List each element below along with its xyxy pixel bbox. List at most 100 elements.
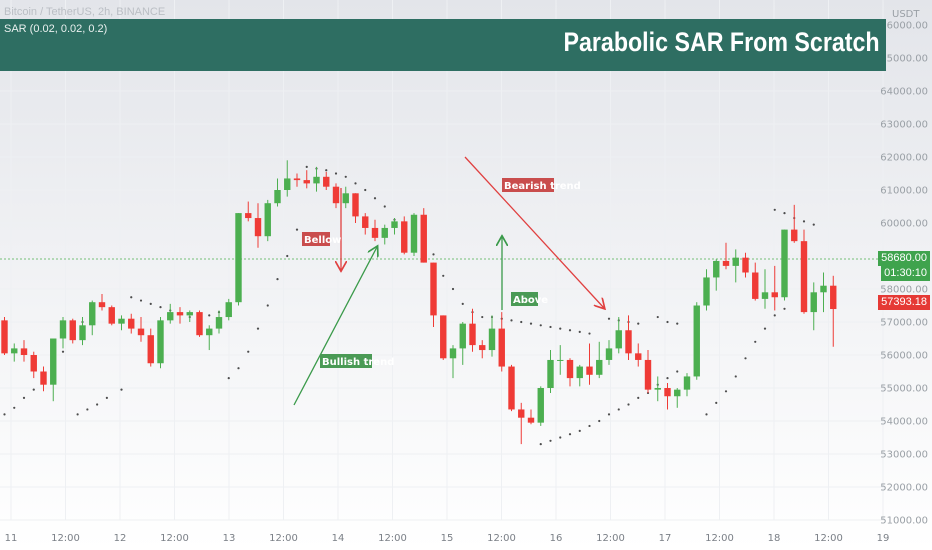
bullish-arrow [293,247,377,406]
candle-body [498,328,505,367]
sar-dot [325,169,328,172]
sar-dot [754,340,757,343]
candle-body [128,318,135,329]
candle-body [264,203,271,237]
sar-dot [334,172,338,175]
candle-body [147,335,154,364]
candle-body [449,348,457,359]
sar-dot [617,408,620,411]
sar-dot [568,329,572,332]
candle-body [420,214,427,263]
sar-dot [96,403,99,406]
sar-dot [763,327,767,330]
candle-body [50,338,57,385]
sar-dot [656,315,659,319]
sar-dot [549,439,552,442]
candle-body [557,359,564,361]
sar-dot [783,307,786,310]
time-tick-label: 13 [223,533,236,544]
bellow-label: Bellow [304,235,341,246]
price-tick-label: 64000.00 [880,87,928,98]
sar-dot [32,388,35,391]
price-tick-label: 54000.00 [880,417,928,428]
countdown-tag: 01:30:10 [881,266,930,281]
sar-dot [227,377,230,380]
candle-body [644,359,652,390]
candle-body [303,180,310,184]
candle-body [342,193,349,204]
sar-dot [3,413,6,416]
candle-body [508,366,515,410]
candle-body [206,328,213,336]
price-tick-label: 65000.00 [880,54,928,65]
sar-dot [120,388,123,391]
sar-dot [373,197,377,200]
candle-body [352,193,359,217]
sar-dot [715,401,718,404]
bearish-arrow [464,156,604,308]
candle-body [284,178,291,190]
sar-dot [461,302,464,305]
candle-body [781,229,788,298]
sar-dot [529,322,533,325]
candle-body [693,305,700,377]
candle-body [362,216,369,228]
sar-dot [237,367,240,370]
sar-dot [520,320,523,324]
sar-dot [432,253,435,256]
candle-body [30,355,37,372]
time-tick-label: 12:00 [51,533,80,544]
candle-body [11,348,18,354]
sar-dot [734,375,737,378]
time-tick-label: 12:00 [814,533,843,544]
time-tick-label: 17 [659,533,672,544]
sar-dot [607,317,611,320]
price-tick-label: 62000.00 [880,153,928,164]
sar-dot [256,327,260,330]
sar-dot [783,212,786,215]
indicator-legend[interactable]: SAR (0.02, 0.02, 0.2) [4,23,108,35]
sar-dot [208,314,211,317]
sar-dot [744,357,747,360]
candle-body [108,307,115,324]
candle-body [371,227,379,238]
candle-body [810,292,817,313]
candle-body [771,292,778,298]
candle-body [381,227,388,238]
sar-dot [383,205,386,208]
candle-body [215,317,223,329]
candle-body [332,186,340,204]
price-tick-label: 66000.00 [880,21,928,32]
sar-dot [802,220,806,223]
currency-label: USDT [892,9,920,20]
candle-body [488,328,496,351]
sar-dot [510,319,513,322]
sar-dot [276,278,279,281]
time-axis[interactable]: 11 12:00 12 12:00 13 12:00 14 12:00 15 12:00 16 12:… [5,533,890,544]
sar-dot [481,315,484,319]
time-tick-label: 15 [441,533,454,544]
time-tick-label: 12 [114,533,127,544]
time-tick-label: 12:00 [705,533,734,544]
candles [1,160,837,445]
candle-body [527,417,535,423]
candle-body [479,345,486,351]
price-tick-label: 52000.00 [880,483,928,494]
price-axis[interactable]: 66000.00 65000.00 64000.00 63000.00 62000.00… [880,21,928,527]
sar-dot [666,377,669,380]
candle-body [537,388,544,423]
candle-body [752,272,759,299]
price-tick-label: 58000.00 [880,285,928,296]
title-banner: Parabolic SAR From Scratch [0,19,886,71]
sar-dot [705,413,708,416]
candle-body [1,320,8,354]
candle-body [157,320,164,364]
sar-dot [588,332,591,335]
sar-dot [451,287,455,291]
candle-body [654,388,661,390]
sar-dot [607,413,611,416]
time-tick-label: 12:00 [378,533,407,544]
svg-text:USDT: USDT [892,9,920,20]
